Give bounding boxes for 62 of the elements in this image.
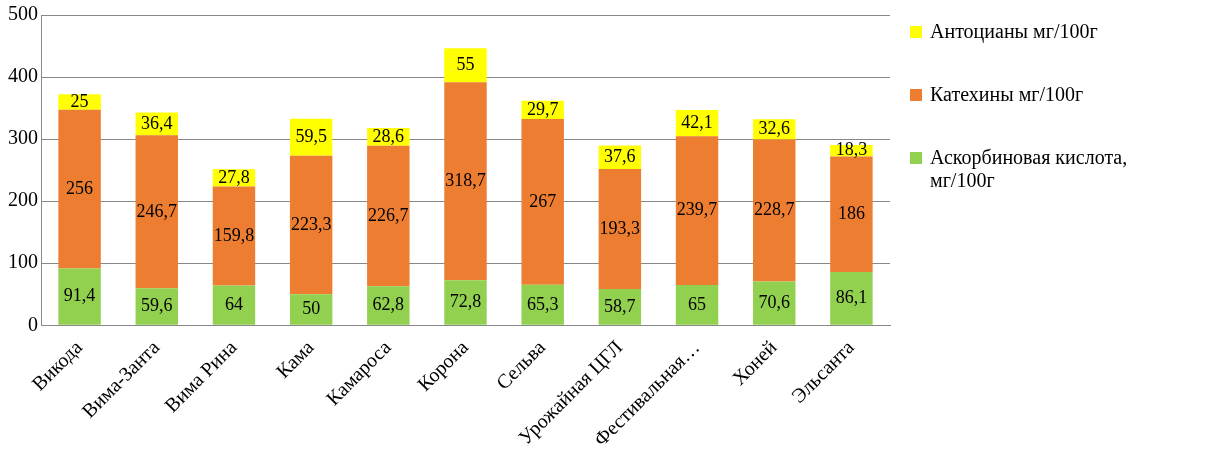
data-label: 239,7 bbox=[676, 199, 718, 220]
bar bbox=[675, 136, 719, 285]
data-label: 50 bbox=[302, 298, 321, 319]
bar bbox=[444, 48, 487, 83]
bar bbox=[444, 82, 487, 281]
legend-label: Антоцианы мг/100г bbox=[930, 20, 1098, 43]
bar bbox=[753, 139, 796, 282]
bar bbox=[367, 286, 410, 325]
data-label: 59,6 bbox=[141, 295, 173, 316]
bar bbox=[830, 156, 873, 272]
data-label: 62,8 bbox=[372, 294, 405, 315]
data-label: 32,6 bbox=[758, 118, 790, 139]
bar bbox=[58, 268, 101, 325]
data-label: 186 bbox=[837, 202, 865, 223]
legend-label: Катехины мг/100г bbox=[930, 83, 1084, 106]
y-tick-label: 100 bbox=[8, 250, 38, 273]
data-label: 318,7 bbox=[445, 169, 486, 190]
data-label: 28,6 bbox=[372, 125, 405, 146]
bar bbox=[830, 271, 873, 325]
bar bbox=[367, 145, 410, 287]
bar bbox=[444, 280, 487, 325]
bar bbox=[675, 284, 719, 325]
bar bbox=[753, 281, 796, 325]
y-tick-label: 200 bbox=[8, 188, 38, 211]
bar bbox=[598, 168, 642, 289]
data-label: 27,8 bbox=[218, 166, 250, 187]
data-label: 25 bbox=[70, 90, 89, 111]
bar bbox=[212, 186, 256, 286]
data-label: 91,4 bbox=[63, 285, 96, 306]
bar bbox=[58, 109, 101, 269]
y-tick-label: 500 bbox=[8, 2, 38, 25]
data-label: 64 bbox=[224, 293, 243, 314]
data-label: 72,8 bbox=[449, 291, 482, 312]
data-label: 193,3 bbox=[599, 217, 641, 238]
data-label: 65,3 bbox=[526, 293, 559, 314]
data-label: 42,1 bbox=[681, 111, 713, 132]
data-label: 59,5 bbox=[295, 125, 327, 146]
data-label: 36,4 bbox=[141, 112, 173, 133]
data-label: 256 bbox=[66, 177, 94, 198]
bar bbox=[212, 285, 256, 325]
bar bbox=[289, 155, 333, 295]
y-tick-label: 400 bbox=[8, 64, 38, 87]
data-label: 223,3 bbox=[290, 213, 332, 234]
data-label: 18,3 bbox=[835, 139, 868, 160]
data-label: 226,7 bbox=[368, 204, 409, 225]
data-label: 86,1 bbox=[835, 287, 868, 308]
data-label: 228,7 bbox=[753, 199, 795, 220]
data-label: 159,8 bbox=[213, 224, 255, 245]
data-label: 37,6 bbox=[604, 145, 636, 166]
legend-label: Аскорбиновая кислота, мг/100г bbox=[930, 146, 1129, 192]
data-label: 55 bbox=[456, 54, 475, 74]
data-label: 65 bbox=[688, 293, 707, 314]
data-label: 246,7 bbox=[136, 200, 178, 221]
data-label: 29,7 bbox=[526, 98, 559, 119]
bar bbox=[289, 294, 333, 325]
data-label: 267 bbox=[529, 190, 557, 211]
y-tick-label: 300 bbox=[8, 126, 38, 149]
y-tick-label: 0 bbox=[28, 312, 38, 335]
data-label: 70,6 bbox=[758, 291, 790, 312]
bar bbox=[521, 119, 564, 285]
data-label: 58,7 bbox=[604, 295, 636, 316]
bar bbox=[135, 135, 178, 289]
